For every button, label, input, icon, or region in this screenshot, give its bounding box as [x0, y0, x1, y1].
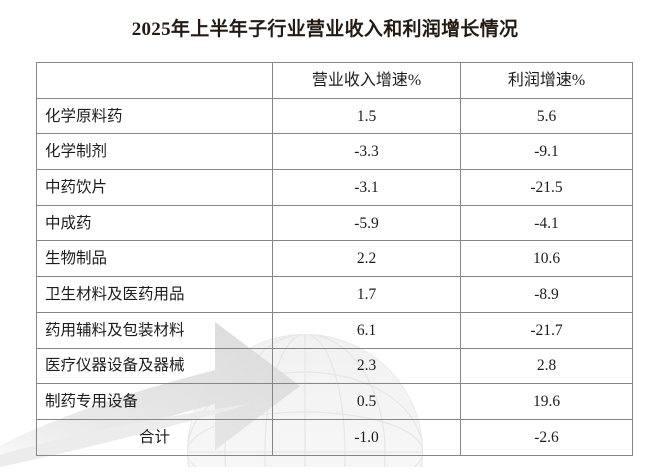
row-label: 中药饮片: [36, 169, 273, 206]
table-row: 制药专用设备 0.5 19.6: [36, 383, 633, 420]
page-title: 2025年上半年子行业营业收入和利润增长情况: [131, 19, 519, 40]
table-total-row: 合计 -1.0 -2.6: [36, 418, 633, 456]
table-header: 营业收入增速% 利润增速%: [36, 62, 633, 99]
table-row: 生物制品 2.2 10.6: [36, 240, 633, 278]
table-header-row: 营业收入增速% 利润增速%: [36, 62, 633, 99]
row-profit-value: -21.5: [460, 169, 633, 206]
row-label: 医疗仪器设备及器械: [36, 347, 273, 385]
row-profit-value: -9.1: [460, 133, 633, 171]
column-header-profit-growth: 利润增速%: [460, 62, 633, 99]
table-row: 中成药 -5.9 -4.1: [36, 204, 633, 242]
row-label: 生物制品: [36, 240, 273, 278]
row-label: 化学原料药: [36, 97, 273, 135]
row-profit-value: 19.6: [460, 383, 633, 420]
row-label: 中成药: [36, 204, 273, 242]
row-revenue-value: 1.5: [272, 97, 461, 135]
row-label: 制药专用设备: [36, 383, 273, 420]
row-profit-value: 2.8: [460, 347, 633, 385]
row-revenue-value: -3.3: [272, 133, 461, 171]
growth-table: 营业收入增速% 利润增速% 化学原料药 1.5 5.6 化学制剂 -3.3 -9…: [36, 62, 633, 456]
row-label: 化学制剂: [36, 133, 273, 171]
total-profit-value: -2.6: [460, 418, 633, 456]
row-revenue-value: 2.3: [272, 347, 461, 385]
column-header-industry: [36, 62, 273, 99]
table-row: 化学原料药 1.5 5.6: [36, 97, 633, 135]
row-profit-value: -21.7: [460, 311, 633, 349]
table-row: 中药饮片 -3.1 -21.5: [36, 169, 633, 206]
total-revenue-value: -1.0: [272, 418, 461, 456]
row-revenue-value: 1.7: [272, 276, 461, 313]
table-row: 化学制剂 -3.3 -9.1: [36, 133, 633, 171]
table-row: 卫生材料及医药用品 1.7 -8.9: [36, 276, 633, 313]
row-revenue-value: 2.2: [272, 240, 461, 278]
total-label: 合计: [36, 418, 273, 456]
row-profit-value: 5.6: [460, 97, 633, 135]
row-revenue-value: -3.1: [272, 169, 461, 206]
table-body: 化学原料药 1.5 5.6 化学制剂 -3.3 -9.1 中药饮片 -3.1 -…: [36, 97, 633, 456]
column-header-revenue-growth: 营业收入增速%: [272, 62, 461, 99]
row-revenue-value: 6.1: [272, 311, 461, 349]
row-profit-value: 10.6: [460, 240, 633, 278]
row-profit-value: -8.9: [460, 276, 633, 313]
table-row: 医疗仪器设备及器械 2.3 2.8: [36, 347, 633, 385]
row-revenue-value: -5.9: [272, 204, 461, 242]
row-revenue-value: 0.5: [272, 383, 461, 420]
table-row: 药用辅料及包装材料 6.1 -21.7: [36, 311, 633, 349]
row-profit-value: -4.1: [460, 204, 633, 242]
row-label: 卫生材料及医药用品: [36, 276, 273, 313]
row-label: 药用辅料及包装材料: [36, 311, 273, 349]
table-container: 营业收入增速% 利润增速% 化学原料药 1.5 5.6 化学制剂 -3.3 -9…: [36, 62, 633, 456]
